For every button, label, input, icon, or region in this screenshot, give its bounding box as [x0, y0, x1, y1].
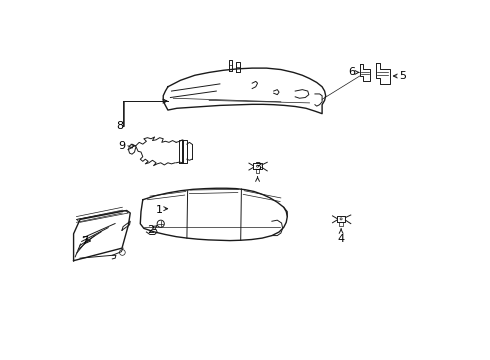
Text: 6: 6: [348, 67, 355, 77]
Text: 4: 4: [338, 234, 344, 244]
Text: 5: 5: [399, 71, 406, 81]
Text: 9: 9: [119, 141, 125, 151]
Text: 7: 7: [81, 236, 88, 246]
Text: 8: 8: [116, 121, 123, 131]
Text: 1: 1: [155, 206, 162, 216]
Text: 3: 3: [254, 162, 261, 172]
Polygon shape: [76, 211, 128, 222]
Text: 2: 2: [147, 225, 154, 235]
